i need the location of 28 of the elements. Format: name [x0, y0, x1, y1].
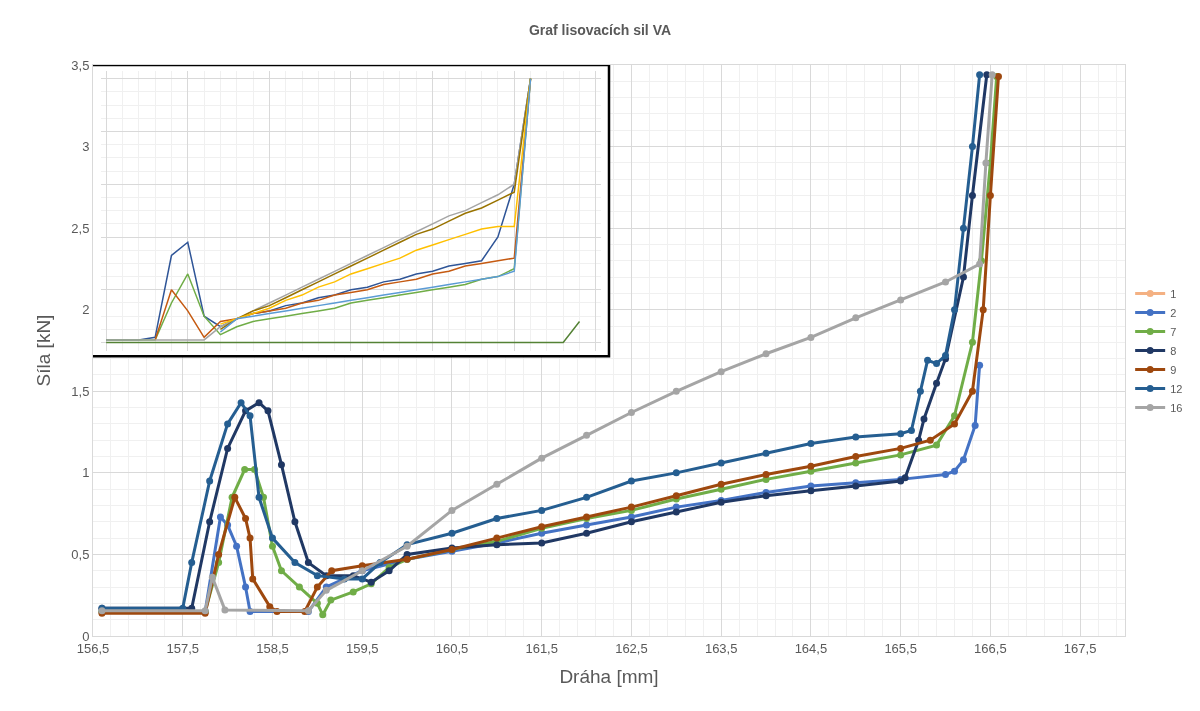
legend-label: 1: [1170, 287, 1177, 300]
y-tick-label: 3: [82, 139, 90, 155]
y-tick-label: 3,5: [71, 57, 90, 73]
legend-label: 9: [1170, 363, 1177, 376]
x-tick-label: 167,5: [1063, 640, 1097, 656]
x-tick-label: 159,5: [345, 640, 379, 656]
x-tick-label: 161,5: [525, 640, 558, 656]
x-tick-label: 162,5: [615, 640, 648, 656]
legend-label: 7: [1170, 325, 1177, 338]
x-tick-label: 166,5: [974, 640, 1007, 656]
x-tick-label: 157,5: [166, 640, 200, 656]
y-tick-label: 2: [82, 302, 90, 318]
chart-title: Graf lisovacích sil VA: [528, 21, 672, 38]
x-tick-label: 163,5: [704, 640, 738, 656]
legend-label: 8: [1170, 344, 1177, 357]
y-tick-label: 1,5: [71, 383, 90, 399]
x-tick-label: 164,5: [794, 640, 828, 656]
legend-label: 2: [1170, 306, 1177, 319]
y-tick-label: 0,5: [71, 546, 90, 562]
legend-label: 16: [1170, 401, 1183, 414]
x-tick-label: 158,5: [256, 640, 289, 656]
legend-label: 12: [1170, 382, 1183, 395]
y-tick-label: 1: [82, 465, 90, 481]
y-axis-title: Síla [kN]: [33, 314, 55, 387]
x-tick-label: 160,5: [435, 640, 469, 656]
x-tick-label: 165,5: [884, 640, 917, 656]
x-axis-title: Dráha [mm]: [559, 666, 659, 688]
y-tick-label: 2,5: [71, 220, 90, 236]
